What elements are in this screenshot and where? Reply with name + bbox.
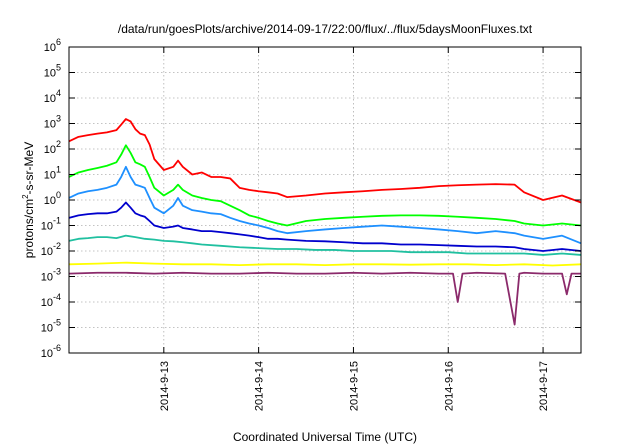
y-tick-label-exponent: -3 [53,267,61,277]
y-tick-label-base: 10 [41,348,53,360]
x-tick-label: 2014-9-16 [443,361,455,411]
y-tick-label-base: 10 [41,221,53,233]
y-tick-label: 103 [44,114,61,131]
grid [69,47,581,353]
y-tick-label-exponent: 4 [56,88,61,98]
y-tick-label-base: 10 [44,119,56,131]
y-tick-label-base: 10 [44,195,56,207]
y-axis-title-superscript: 2 [21,194,30,199]
y-tick-label-exponent: 0 [56,190,61,200]
y-tick-label-exponent: -5 [53,318,61,328]
y-tick-label: 100 [44,190,61,207]
y-tick-label-exponent: 2 [56,139,61,149]
y-tick-label-exponent: 5 [56,63,61,73]
y-tick-label-base: 10 [44,68,56,80]
series-lines [68,118,582,326]
y-axis-title: protons/cm2-s-sr-MeV [21,142,36,258]
y-tick-label-exponent: 6 [56,37,61,47]
y-tick-label-exponent: -2 [53,241,61,251]
ticks: 10-610-510-410-310-210-11001011021031041… [41,37,581,411]
y-tick-label: 10-6 [41,343,61,360]
x-tick-label: 2014-9-14 [254,361,266,411]
series-line-2 [68,144,582,227]
series-line-1 [68,118,582,204]
series-line-4 [68,201,582,252]
chart-title: /data/run/goesPlots/archive/2014-09-17/2… [118,22,533,36]
y-tick-label: 104 [44,88,61,105]
y-tick-label: 10-5 [41,318,61,335]
x-tick-label: 2014-9-15 [348,361,360,411]
series-line-7 [68,271,581,326]
y-tick-label-exponent: -4 [53,292,61,302]
y-axis-title-main: protons/cm [22,199,36,258]
series-line-5 [68,234,582,256]
y-tick-label-base: 10 [41,297,53,309]
y-tick-label-exponent: -6 [53,343,61,353]
y-tick-label: 10-3 [41,267,61,284]
y-tick-label: 101 [44,165,61,182]
x-axis-title: Coordinated Universal Time (UTC) [233,430,417,444]
y-tick-label-base: 10 [41,246,53,258]
y-tick-label: 102 [44,139,61,156]
y-tick-label: 10-2 [41,241,61,258]
x-tick-label: 2014-9-17 [538,361,550,411]
y-tick-label-base: 10 [44,93,56,105]
y-tick-label: 10-1 [41,216,61,233]
y-axis-title-rest: -s-sr-MeV [22,142,36,195]
y-tick-label: 106 [44,37,61,54]
y-tick-label-base: 10 [44,144,56,156]
series-line-6 [68,261,582,267]
y-tick-label-exponent: 1 [56,165,61,175]
y-tick-label-exponent: 3 [56,114,61,124]
series-line-3 [68,165,582,245]
y-tick-label-exponent: -1 [53,216,61,226]
x-tick-label: 2014-9-13 [159,361,171,411]
y-tick-label-base: 10 [44,42,56,54]
y-tick-label: 10-4 [41,292,61,309]
y-tick-label-base: 10 [41,323,53,335]
y-tick-label-base: 10 [41,272,53,284]
y-tick-label: 105 [44,63,61,80]
y-tick-label-base: 10 [44,170,56,182]
